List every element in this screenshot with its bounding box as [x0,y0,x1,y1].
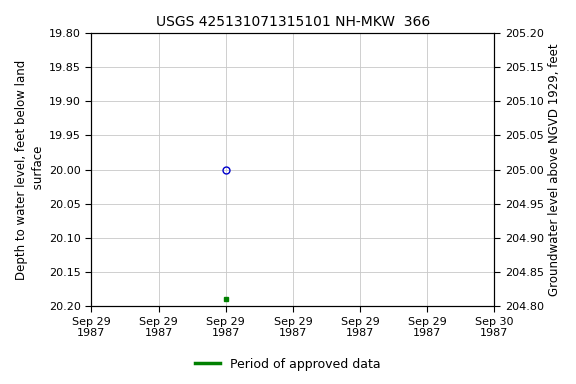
Legend: Period of approved data: Period of approved data [190,353,386,376]
Y-axis label: Depth to water level, feet below land
 surface: Depth to water level, feet below land su… [15,60,45,280]
Title: USGS 425131071315101 NH-MKW  366: USGS 425131071315101 NH-MKW 366 [156,15,430,29]
Y-axis label: Groundwater level above NGVD 1929, feet: Groundwater level above NGVD 1929, feet [548,43,561,296]
